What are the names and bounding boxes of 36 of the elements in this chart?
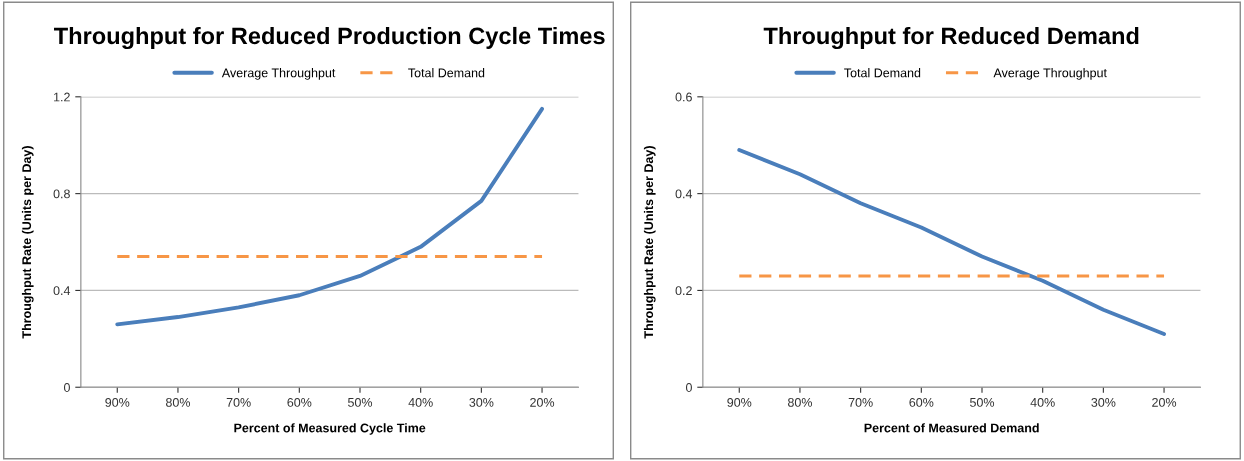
x-tick-label: 90%	[727, 397, 752, 407]
legend-label: Total Demand	[408, 68, 485, 78]
x-tick-label: 50%	[347, 397, 373, 407]
x-tick-label: 70%	[848, 397, 873, 407]
chart-title: Throughput for Reduced Production Cycle Times	[54, 26, 605, 50]
x-axis-title: Percent of Measured Cycle Time	[234, 423, 426, 435]
y-axis-title: Throughput Rate (Units per Day)	[21, 146, 34, 339]
x-tick-label: 20%	[1152, 397, 1177, 407]
x-tick-label: 60%	[909, 397, 934, 407]
x-tick-label: 30%	[469, 397, 494, 407]
x-tick-label: 20%	[530, 397, 555, 407]
y-axis-title: Throughput Rate (Units per Day)	[643, 146, 656, 339]
y-tick-label: 0.4	[53, 286, 71, 296]
x-tick-label: 70%	[226, 397, 251, 407]
line-series	[737, 148, 1166, 336]
y-tick-label: 1.2	[54, 92, 70, 102]
legend-label: Total Demand	[844, 68, 921, 78]
y-tick-label: 0	[685, 383, 692, 392]
legend-label: Average Throughput	[993, 68, 1107, 80]
chart-title: Throughput for Reduced Demand	[763, 26, 1139, 50]
y-tick-label: 0.2	[675, 286, 692, 296]
y-tick-label: 0	[63, 383, 70, 392]
x-axis-title: Percent of Measured Demand	[864, 423, 1039, 433]
x-tick-label: 40%	[1030, 397, 1055, 407]
x-tick-label: 90%	[105, 397, 130, 407]
y-tick-label: 0.8	[53, 189, 70, 199]
x-tick-label: 60%	[287, 397, 312, 407]
legend-label: Average Throughput	[221, 68, 336, 80]
x-tick-label: 80%	[165, 397, 191, 407]
x-tick-label: 30%	[1091, 397, 1116, 407]
x-tick-label: 40%	[408, 397, 433, 407]
x-tick-label: 80%	[787, 397, 813, 407]
line-series	[115, 106, 544, 327]
y-tick-label: 0.4	[675, 189, 693, 199]
x-tick-label: 50%	[969, 397, 995, 407]
y-tick-label: 0.6	[675, 92, 692, 102]
